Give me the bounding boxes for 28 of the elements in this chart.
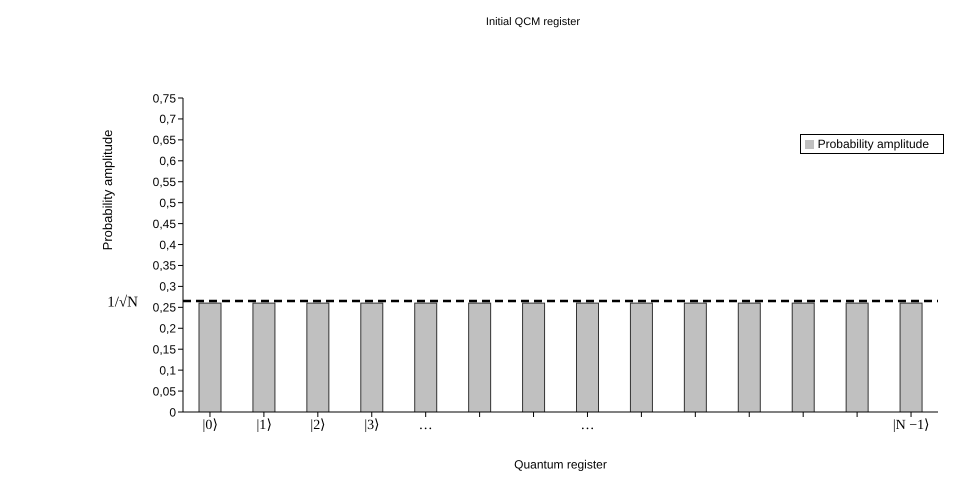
y-tick-label: 0 [169, 405, 176, 420]
chart-title: Initial QCM register [484, 16, 582, 28]
x-tick-label: |0⟩ [202, 418, 218, 433]
y-tick-label: 0,3 [159, 280, 176, 294]
x-tick-label: … [418, 418, 433, 433]
legend-label: Probability amplitude [818, 137, 929, 151]
y-tick-label: 0,5 [159, 196, 176, 210]
y-tick-label: 0,55 [152, 174, 176, 189]
y-tick-label: 0,6 [159, 154, 176, 168]
x-tick-label: |2⟩ [310, 418, 326, 433]
x-tick-label: |N −1⟩ [892, 418, 930, 433]
y-tick-label: 0,4 [159, 238, 176, 252]
y-axis-title: Probability amplitude [99, 128, 116, 252]
x-tick-label: |3⟩ [364, 418, 380, 433]
x-tick-label: … [580, 418, 594, 433]
y-tick-label: 0,25 [152, 300, 176, 315]
y-tick-label: 0,1 [159, 363, 176, 378]
y-tick-label: 0,05 [152, 384, 176, 398]
x-tick-label: |1⟩ [256, 418, 272, 433]
y-tick-label: 0,7 [159, 112, 176, 126]
x-axis-title: Quantum register [514, 458, 607, 472]
y-tick-label: 0,45 [152, 216, 176, 231]
y-tick-label: 0,15 [152, 342, 176, 356]
y-tick-label: 0,35 [152, 258, 176, 273]
y-tick-label: 0,65 [152, 133, 176, 148]
ref-line-label: 1/√N [107, 294, 138, 310]
y-tick-label: 0,2 [159, 322, 176, 336]
y-tick-label: 0,75 [152, 91, 176, 106]
